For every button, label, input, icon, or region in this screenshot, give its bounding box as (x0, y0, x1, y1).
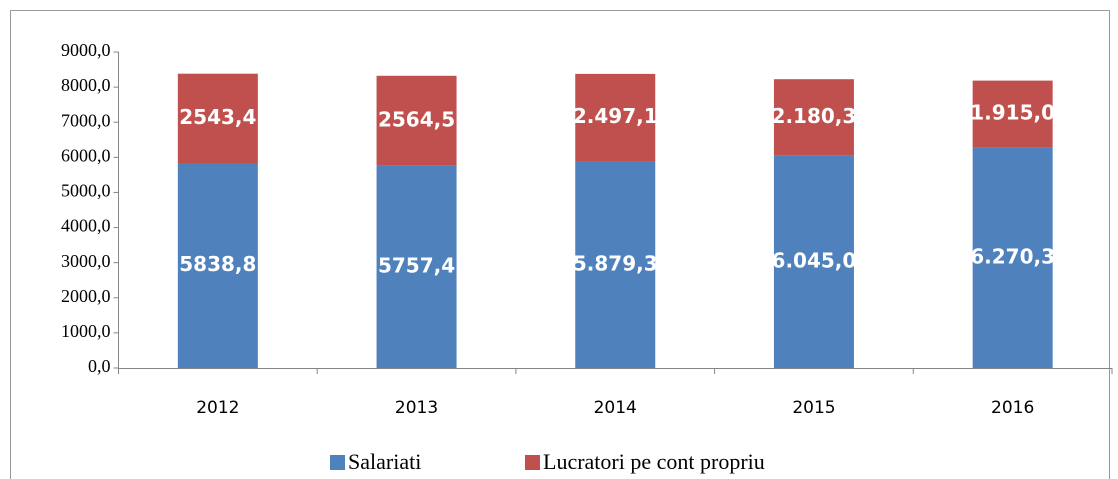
value-label: 2564,5 (378, 107, 455, 131)
value-label: 6.045,0 (772, 248, 857, 272)
value-label: 5838,8 (179, 252, 256, 276)
y-tick-label: 8000,0 (61, 75, 111, 95)
legend-swatch (330, 455, 345, 470)
y-tick-label: 3000,0 (61, 251, 111, 271)
bar-segment (177, 162, 258, 368)
legend-label: Salariati (348, 449, 421, 474)
y-tick-label: 6000,0 (61, 145, 111, 165)
x-tick-label: 2013 (395, 398, 438, 418)
legend-swatch (525, 455, 540, 470)
chart-frame (10, 10, 1110, 479)
y-tick-label: 1000,0 (61, 321, 111, 341)
y-tick-label: 2000,0 (61, 286, 111, 306)
legend-label: Lucratori pe cont propriu (543, 449, 765, 474)
y-tick-label: 4000,0 (61, 216, 111, 236)
value-label: 2.180,3 (772, 104, 857, 128)
value-label: 2.497,1 (573, 104, 658, 128)
bar-segment (773, 155, 854, 368)
bar-segment (575, 161, 656, 368)
value-label: 1.915,0 (970, 101, 1055, 125)
value-label: 2543,4 (179, 105, 256, 129)
value-label: 5757,4 (378, 253, 455, 277)
x-tick-label: 2015 (792, 398, 835, 418)
bar-segment (575, 73, 656, 162)
bar-segment (177, 73, 258, 163)
value-label: 5.879,3 (573, 251, 658, 275)
x-tick-label: 2012 (196, 398, 239, 418)
y-tick-label: 5000,0 (61, 181, 111, 201)
y-tick-label: 9000,0 (61, 40, 111, 60)
bar-segment (376, 165, 457, 368)
y-tick-label: 7000,0 (61, 110, 111, 130)
x-tick-label: 2016 (991, 398, 1034, 418)
bar-segment (773, 79, 854, 156)
bar-segment (972, 80, 1053, 148)
y-tick-label: 0,0 (88, 356, 111, 376)
bar-segment (376, 75, 457, 166)
bar-segment (972, 147, 1053, 368)
value-label: 6.270,3 (970, 244, 1055, 268)
x-tick-label: 2014 (594, 398, 637, 418)
